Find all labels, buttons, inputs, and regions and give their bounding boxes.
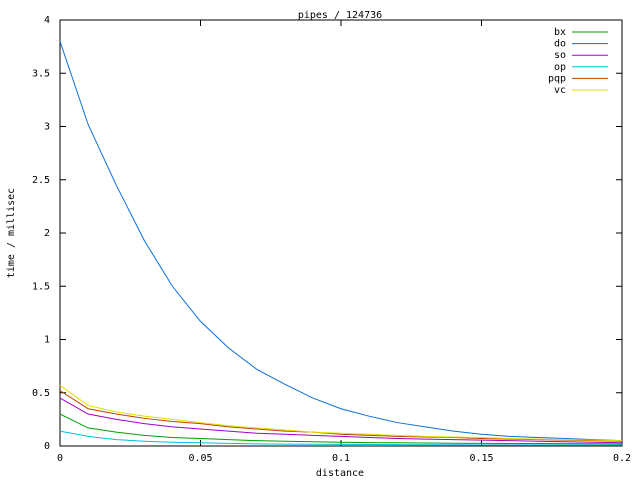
series-line <box>59 430 622 446</box>
x-tick-label: 0.05 <box>188 453 212 464</box>
y-tick-label: 0.5 <box>32 388 50 399</box>
y-tick-label: 4 <box>44 15 50 26</box>
y-axis-label: time / millisec <box>6 188 17 278</box>
x-tick-label: 0.2 <box>613 453 631 464</box>
y-tick-label: 1 <box>44 335 50 346</box>
y-tick-label: 0 <box>44 441 50 452</box>
series-line <box>59 390 623 442</box>
legend-label: so <box>554 50 566 61</box>
legend-label: op <box>554 62 566 73</box>
x-tick-label: 0.15 <box>469 453 493 464</box>
x-axis-label: distance <box>316 468 364 479</box>
x-tick-label: 0.1 <box>332 453 350 464</box>
series-line <box>59 41 623 442</box>
series-line <box>59 397 623 444</box>
legend-label: pqp <box>548 73 566 84</box>
legend-label: do <box>554 39 566 50</box>
y-tick-label: 3.5 <box>32 68 50 79</box>
series-line <box>59 384 623 442</box>
legend-label: vc <box>554 85 566 96</box>
y-tick-label: 2.5 <box>32 175 50 186</box>
chart-title: pipes / 124736 <box>298 10 382 21</box>
x-tick-label: 0 <box>57 453 63 464</box>
y-tick-label: 2 <box>44 228 50 239</box>
legend-label: bx <box>554 27 566 38</box>
y-tick-label: 3 <box>44 122 50 133</box>
series-line <box>59 413 623 445</box>
y-tick-label: 1.5 <box>32 281 50 292</box>
